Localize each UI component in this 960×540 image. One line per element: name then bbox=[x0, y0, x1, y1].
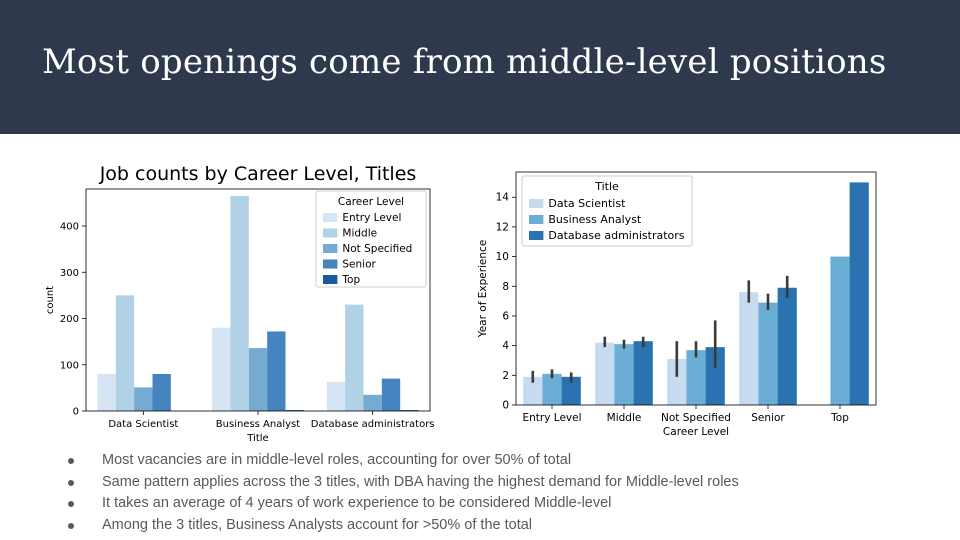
bar bbox=[363, 394, 382, 411]
y-tick-label: 6 bbox=[502, 310, 509, 322]
legend-label: Top bbox=[341, 274, 360, 286]
bullet-dot bbox=[68, 458, 74, 464]
legend-label: Not Specified bbox=[342, 243, 412, 255]
bar bbox=[400, 410, 419, 411]
bullet-dot bbox=[68, 479, 74, 486]
y-tick-label: 200 bbox=[60, 314, 79, 325]
bar bbox=[667, 358, 687, 405]
x-tick-label: Database administrators bbox=[311, 419, 435, 430]
chart-title: Job counts by Career Level, Titles bbox=[99, 163, 417, 185]
bar bbox=[739, 292, 759, 405]
y-tick-label: 4 bbox=[502, 340, 509, 352]
bar bbox=[248, 348, 268, 411]
legend: Career Level Entry Level Middle Not Specifi… bbox=[315, 190, 427, 288]
bullet-dot bbox=[68, 522, 74, 529]
legend-swatch bbox=[323, 275, 338, 284]
x-tick-label: Not Specified bbox=[661, 412, 731, 424]
bar bbox=[561, 376, 581, 405]
y-tick-label: 12 bbox=[496, 221, 509, 233]
bullet-text: Most vacancies are in middle-level roles… bbox=[102, 452, 572, 468]
y-tick-label: 100 bbox=[60, 360, 79, 371]
legend-label: Entry Level bbox=[342, 212, 401, 224]
bar bbox=[614, 344, 634, 405]
y-tick-label: 2 bbox=[502, 370, 509, 382]
legend-box bbox=[521, 175, 693, 247]
y-axis-label: Year of Experience bbox=[477, 240, 489, 339]
bar bbox=[381, 378, 401, 411]
bar bbox=[523, 376, 543, 405]
legend-swatch bbox=[323, 259, 338, 269]
legend-label: Senior bbox=[342, 259, 376, 271]
bullet-item: It takes an average of 4 years of work e… bbox=[68, 493, 739, 515]
y-tick-label: 400 bbox=[60, 222, 79, 233]
x-tick-label: Top bbox=[830, 412, 849, 424]
experience-chart: 0 2 4 6 8 10 12 14 Entry Level Middle Not Specifie… bbox=[477, 171, 877, 438]
bullet-text: It takes an average of 4 years of work e… bbox=[102, 495, 612, 511]
y-tick-label: 10 bbox=[496, 251, 509, 263]
bar bbox=[686, 350, 706, 405]
bar bbox=[212, 327, 231, 411]
y-tick-label: 0 bbox=[502, 400, 509, 412]
bar bbox=[152, 374, 171, 411]
bar bbox=[830, 256, 850, 405]
bullet-item: Same pattern applies across the 3 titles… bbox=[68, 472, 739, 494]
bar bbox=[97, 374, 116, 411]
x-tick-label: Entry Level bbox=[523, 412, 582, 424]
bullet-text: Among the 3 titles, Business Analysts ac… bbox=[102, 516, 533, 533]
x-tick-label: Senior bbox=[751, 412, 785, 424]
legend-title: Career Level bbox=[338, 196, 404, 208]
bullet-item: Most vacancies are in middle-level roles… bbox=[68, 450, 739, 472]
legend-swatch bbox=[529, 215, 544, 224]
bar bbox=[345, 304, 364, 411]
y-tick-label: 8 bbox=[502, 281, 509, 293]
legend: Title Data Scientist Business Analyst Datab… bbox=[521, 175, 693, 247]
bar bbox=[758, 302, 778, 405]
legend-label: Business Analyst bbox=[548, 213, 642, 226]
bar bbox=[326, 381, 346, 411]
bar bbox=[134, 387, 153, 411]
bullet-text: Same pattern applies across the 3 titles… bbox=[102, 473, 739, 490]
bar bbox=[777, 287, 797, 405]
x-axis-label: Title bbox=[246, 433, 268, 444]
legend-swatch bbox=[323, 228, 338, 238]
legend-swatch bbox=[529, 231, 544, 240]
bar bbox=[705, 347, 725, 405]
bar bbox=[230, 195, 249, 411]
x-tick-label: Data Scientist bbox=[108, 419, 178, 430]
bullet-list: Most vacancies are in middle-level roles… bbox=[68, 450, 739, 536]
y-tick-label: 0 bbox=[73, 407, 79, 418]
slide-header: Most openings come from middle-level pos… bbox=[0, 0, 960, 134]
y-tick-label: 14 bbox=[496, 192, 510, 204]
job-counts-chart: Job counts by Career Level, Titles 0 100 20… bbox=[45, 163, 435, 444]
legend-label: Data Scientist bbox=[548, 197, 626, 210]
legend-label: Database administrators bbox=[548, 229, 684, 242]
bar bbox=[633, 341, 653, 405]
legend-swatch bbox=[323, 213, 338, 222]
legend-box bbox=[315, 190, 427, 288]
legend-title: Title bbox=[594, 180, 619, 193]
bar bbox=[267, 331, 286, 411]
bullet-item: Among the 3 titles, Business Analysts ac… bbox=[68, 515, 739, 537]
bar bbox=[595, 342, 615, 405]
slide-title: Most openings come from middle-level pos… bbox=[42, 42, 887, 82]
bar bbox=[285, 410, 304, 411]
y-axis-label: count bbox=[45, 286, 56, 314]
legend-swatch bbox=[323, 244, 338, 253]
legend-label: Middle bbox=[342, 228, 377, 240]
bar bbox=[115, 295, 135, 411]
x-axis-label: Career Level bbox=[663, 426, 729, 438]
y-tick-label: 300 bbox=[60, 268, 79, 279]
bar bbox=[542, 373, 562, 405]
bullet-dot bbox=[68, 501, 74, 507]
legend-swatch bbox=[529, 199, 544, 208]
bar bbox=[849, 182, 869, 405]
x-tick-label: Middle bbox=[607, 412, 642, 424]
x-tick-label: Business Analyst bbox=[216, 419, 300, 430]
